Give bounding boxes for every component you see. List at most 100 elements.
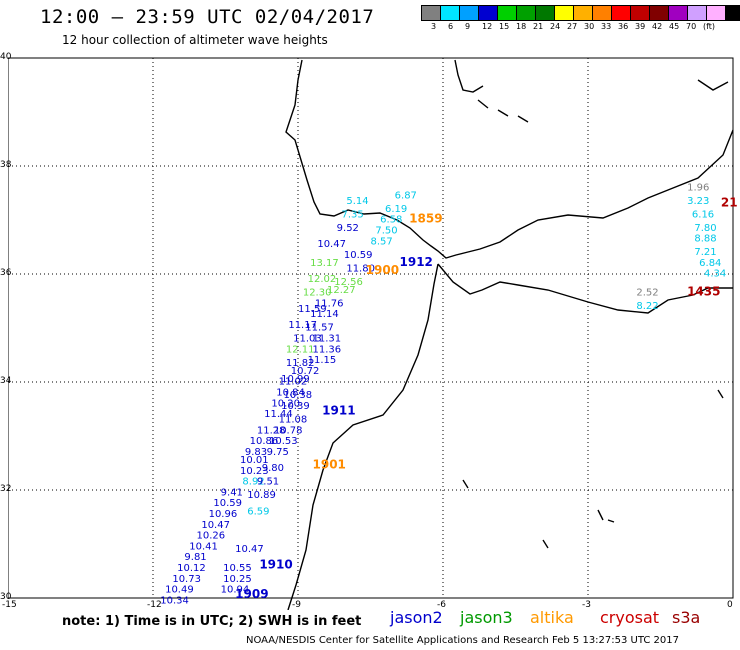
pass-time-labels: 1859 1900 1901 1912 1911 1910 1909 1435 21 <box>235 196 737 602</box>
scale-swatch <box>535 5 555 21</box>
scale-label: 70 <box>686 22 697 31</box>
swh-value: 10.38 <box>284 390 313 401</box>
swh-value: 10.73 <box>172 574 201 585</box>
swh-value: 11.28 <box>257 425 286 436</box>
units-note: note: 1) Time is in UTC; 2) SWH is in fe… <box>62 614 362 629</box>
swh-value: 8.22 <box>636 301 658 312</box>
pass-time-label: 1910 <box>259 557 292 571</box>
scale-swatch <box>668 5 688 21</box>
lon-tick-label: -9 <box>292 600 301 610</box>
swh-value: 10.41 <box>189 541 218 552</box>
swh-value: 11.15 <box>308 355 337 366</box>
scale-label: 30 <box>584 22 595 31</box>
swh-value: 11.36 <box>313 344 342 355</box>
swh-value: 11.76 <box>315 298 344 309</box>
swh-value: 10.25 <box>223 574 252 585</box>
swh-value: 6.58 <box>380 215 402 226</box>
swh-value: 11.17 <box>288 320 317 331</box>
swh-value: 11.80 <box>346 263 375 274</box>
scale-swatch <box>440 5 460 21</box>
scale-label: 33 <box>601 22 612 31</box>
swh-value: 9.80 <box>262 463 284 474</box>
swh-value: 3.23 <box>687 196 709 207</box>
pass-time-label: 1859 <box>409 212 442 226</box>
swh-value: 11.31 <box>313 334 342 345</box>
swh-value: 10.89 <box>247 490 276 501</box>
scale-swatch <box>478 5 498 21</box>
lon-tick-label: -12 <box>147 600 162 610</box>
legend-s3a: s3a <box>672 608 701 627</box>
map-frame <box>8 57 734 599</box>
swh-value: 8.88 <box>694 234 716 245</box>
swh-value: 9.51 <box>257 477 279 488</box>
swh-value: 10.59 <box>344 250 373 261</box>
lat-tick-label: 40 <box>0 52 12 62</box>
pass-time-label: 1900 <box>366 263 399 277</box>
scale-label: 9 <box>465 22 471 31</box>
swh-value: 10.55 <box>223 563 252 574</box>
swh-value: 1.96 <box>687 182 709 193</box>
swh-value: 10.12 <box>177 563 206 574</box>
map-title: 12:00 – 23:59 UTC 02/04/2017 <box>40 6 375 28</box>
pass-time-label: 1912 <box>400 255 433 269</box>
swh-value: 12.02 <box>308 274 337 285</box>
scale-swatch <box>649 5 669 21</box>
pass-time-label: 21 <box>721 196 738 210</box>
scale-swatch <box>554 5 574 21</box>
swh-value: 6.19 <box>385 204 407 215</box>
swh-value: 9.75 <box>267 447 289 458</box>
swh-value: 11.44 <box>264 409 293 420</box>
swh-value: 6.84 <box>699 258 721 269</box>
swh-value: 11.82 <box>286 358 315 369</box>
swh-value: 7.21 <box>694 247 716 258</box>
swh-value: 9.52 <box>337 223 359 234</box>
swh-value: 12.11 <box>286 344 315 355</box>
grid-lines <box>8 57 734 599</box>
pass-time-label: 1435 <box>687 285 720 299</box>
scale-swatch <box>516 5 536 21</box>
swh-value: 12.56 <box>334 277 363 288</box>
swh-value: 6.16 <box>692 209 714 220</box>
scale-label: 6 <box>448 22 454 31</box>
swh-value: 10.20 <box>271 398 300 409</box>
swh-value: 8.92 <box>242 477 264 488</box>
scale-swatch <box>459 5 479 21</box>
swh-value: 11.57 <box>305 323 334 334</box>
lon-tick-label: -15 <box>2 600 17 610</box>
scale-label: 27 <box>567 22 578 31</box>
swh-value: 11.59 <box>298 304 327 315</box>
swh-value: 10.59 <box>213 498 242 509</box>
map-subtitle: 12 hour collection of altimeter wave hei… <box>62 33 328 47</box>
color-scale <box>421 5 740 21</box>
lon-tick-label: -3 <box>582 600 591 610</box>
lat-tick-label: 34 <box>0 376 12 386</box>
color-scale-labels: 3 6 9 12 15 18 21 24 27 30 33 36 39 42 45 70 (ft) <box>421 22 740 34</box>
lat-tick-label: 32 <box>0 484 12 494</box>
wave-height-map: 5.14 6.876.197.35 6.589.52 7.508.5710.4710.… <box>8 57 738 610</box>
swh-value: 10.47 <box>201 520 230 531</box>
swh-value: 10.78 <box>274 425 303 436</box>
swh-value: 7.50 <box>375 226 397 237</box>
legend-jason3: jason3 <box>460 608 513 627</box>
lon-tick-label: -6 <box>437 600 446 610</box>
swh-value: 10.47 <box>317 239 346 250</box>
swh-value: 12.30 <box>303 288 332 299</box>
lat-tick-label: 36 <box>0 268 12 278</box>
swh-value: 10.53 <box>269 436 298 447</box>
scale-swatch <box>725 5 740 21</box>
swh-value: 10.23 <box>240 466 269 477</box>
swh-value: 10.39 <box>281 401 310 412</box>
scale-label: 12 <box>482 22 493 31</box>
swh-value: 10.72 <box>291 366 320 377</box>
legend-cryosat: cryosat <box>600 608 660 627</box>
coastline <box>285 59 734 610</box>
swh-value: 10.49 <box>165 585 194 596</box>
scale-label: 36 <box>618 22 629 31</box>
swh-value: 9.83 <box>245 447 267 458</box>
legend-altika: altika <box>530 608 574 627</box>
pass-time-label: 1911 <box>322 403 355 417</box>
scale-label: 15 <box>499 22 510 31</box>
scale-swatch <box>592 5 612 21</box>
swh-value: 11.03 <box>293 334 322 345</box>
swh-value: 7.35 <box>342 209 364 220</box>
